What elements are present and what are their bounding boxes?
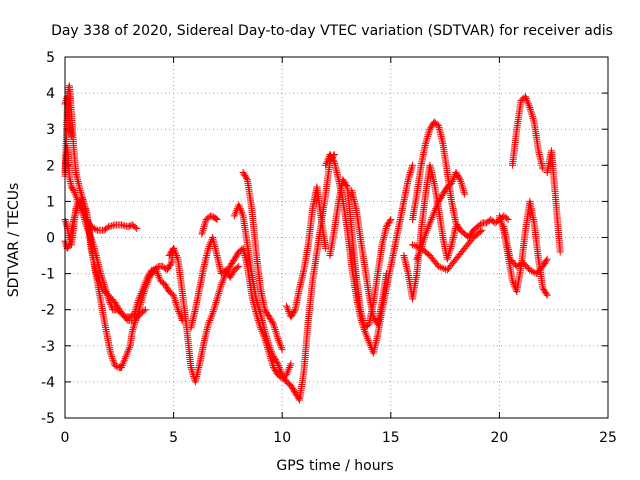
series-track-r [409,226,486,274]
plot-border [64,56,609,419]
series-track-p [400,161,460,303]
y-tick-label: 5 [46,50,55,66]
series-track-g [187,234,243,332]
data-point-markers [230,150,338,404]
y-tick-label: 4 [46,86,55,102]
x-axis-label: GPS time / hours [276,458,393,474]
y-tick-label: 2 [46,158,55,174]
series-track-o [409,118,512,241]
x-tick-label: 25 [599,430,617,446]
series-track-n [348,187,390,328]
data-point-markers [348,187,390,328]
series-track-u [500,223,551,278]
data-point-markers [283,183,330,321]
series-track-v [543,147,564,256]
y-tick-label: -5 [41,411,55,427]
data-point-markers [326,176,395,332]
series-track-q [413,169,469,263]
data-point-markers [198,212,221,238]
data-point-markers [239,169,286,353]
data-point-markers [409,226,486,274]
series-track-k [283,183,330,321]
data-point-markers [543,147,564,256]
y-tick-label: 3 [46,122,55,138]
y-tick-label: -3 [41,339,55,355]
x-tick-label: 20 [490,430,508,446]
data-point-markers [413,169,469,263]
x-tick-label: 10 [273,430,291,446]
y-axis-label: SDTVAR / TECUs [6,183,22,298]
x-tick-label: 15 [382,430,400,446]
x-tick-label: 5 [169,430,178,446]
series-track-i [239,169,286,353]
x-tick-label: 0 [61,430,70,446]
y-tick-label: -1 [41,267,55,283]
data-point-markers [500,223,551,278]
series-track-h [198,212,221,238]
y-tick-label: 0 [46,231,55,247]
data-point-markers [409,118,512,241]
chart-title: Day 338 of 2020, Sidereal Day-to-day VTE… [51,23,613,39]
series-track-t [508,93,547,173]
plot-frame [64,56,609,419]
y-tick-label: -2 [41,303,55,319]
data-point-markers [400,161,460,303]
series-track-m [326,176,395,332]
data-series [61,82,564,404]
data-point-markers [187,234,243,332]
y-tick-label: 1 [46,194,55,210]
y-tick-label: -4 [41,375,55,391]
series-track-j [230,150,338,404]
data-point-markers [508,93,547,173]
axes: 0 5 10 15 20 25 -5 -4 -3 -2 -1 0 1 2 3 4 5 [41,50,617,446]
